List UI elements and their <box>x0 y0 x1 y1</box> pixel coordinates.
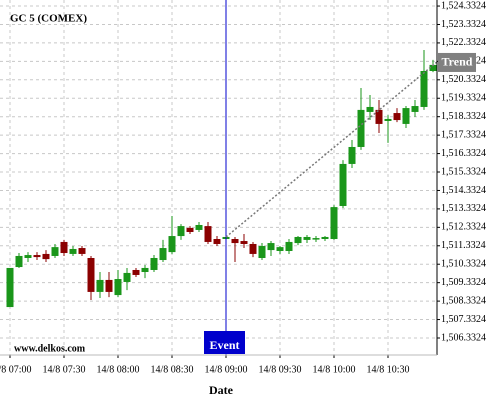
y-tick-label: 1,508.3324 <box>441 295 486 306</box>
candle-body <box>276 247 284 251</box>
y-tick-label: 1,512.3324 <box>441 222 486 233</box>
candle-body <box>186 227 194 232</box>
marks <box>6 0 438 355</box>
candle-body <box>24 255 32 258</box>
candle-body <box>123 272 131 282</box>
candle-body <box>150 257 158 270</box>
y-tick-label: 1,524.3324 <box>441 0 486 11</box>
trend-label: Trend <box>442 55 473 69</box>
candle-body <box>141 267 149 273</box>
candle-body <box>60 241 68 254</box>
candle-body <box>348 146 356 164</box>
event-label: Event <box>210 338 240 352</box>
candle-body <box>96 279 104 292</box>
candle-body <box>258 246 266 258</box>
y-tick-label: 1,513.3324 <box>441 203 486 214</box>
candle-body <box>69 248 77 254</box>
candle-body <box>132 269 140 275</box>
x-axis-title: Date <box>209 383 234 397</box>
x-tick-label: 14/8 08:00 <box>96 364 139 375</box>
x-tick-label: 14/8 09:30 <box>258 364 301 375</box>
y-tick-label: 1,523.3324 <box>441 19 486 30</box>
candle-body <box>204 226 212 242</box>
candle-body <box>78 248 86 254</box>
candle-body <box>240 241 248 244</box>
candle-body <box>357 109 365 147</box>
candle-body <box>393 113 401 121</box>
y-tick-label: 1,514.3324 <box>441 185 486 196</box>
candle-body <box>384 118 392 121</box>
x-tick-label: 14/8 10:00 <box>312 364 355 375</box>
y-tick-label: 1,515.3324 <box>441 166 486 177</box>
candle-body <box>159 248 167 261</box>
candle-body <box>330 207 338 240</box>
candle-body <box>249 243 257 254</box>
x-tick-label: 14/8 08:30 <box>150 364 193 375</box>
y-tick-label: 1,516.3324 <box>441 148 486 159</box>
y-tick-label: 1,507.3324 <box>441 314 486 325</box>
candle-body <box>213 239 221 244</box>
candle-body <box>402 108 410 124</box>
trend-box <box>438 52 476 72</box>
y-tick-label: 1,520.3324 <box>441 74 486 85</box>
candle-body <box>267 243 275 251</box>
x-tick-label: 14/8 10:30 <box>366 364 409 375</box>
overlay: Event Trend <box>204 52 476 354</box>
y-tick-label: 1,510.3324 <box>441 259 486 270</box>
trend-line <box>225 61 438 238</box>
candle-body <box>375 109 383 124</box>
chart-title: GC 5 (COMEX) <box>10 13 87 25</box>
candle-body <box>411 106 419 112</box>
candle-body <box>168 236 176 253</box>
candle-body <box>420 71 428 107</box>
source-label: www.delkos.com <box>14 343 86 354</box>
event-box <box>204 331 245 354</box>
candle-body <box>87 257 95 292</box>
x-tick-label: 14/8 07:30 <box>42 364 85 375</box>
candle-body <box>321 236 329 240</box>
y-tick-label: 1,506.3324 <box>441 332 486 343</box>
y-tick-label: 1,517.3324 <box>441 129 486 140</box>
candle-body <box>51 247 59 256</box>
candle-body <box>303 236 311 240</box>
y-tick-label: 1,509.3324 <box>441 277 486 288</box>
y-tick-label: 1,518.3324 <box>441 111 486 122</box>
candle-body <box>177 226 185 237</box>
candle-body <box>366 106 374 112</box>
x-tick-label: 14/8 09:00 <box>204 364 247 375</box>
candle-body <box>285 241 293 251</box>
candle-body <box>33 255 41 258</box>
candle-body <box>6 267 14 308</box>
candle-body <box>195 224 203 230</box>
candle-body <box>15 255 23 268</box>
candle-body <box>312 238 320 240</box>
candle-body <box>105 279 113 292</box>
candle-body <box>114 279 122 296</box>
candle-body <box>429 64 437 71</box>
y-tick-label: 1,511.3324 <box>441 240 486 251</box>
candle-body <box>339 163 347 206</box>
x-tick-label: 14/8 07:00 <box>0 364 32 375</box>
candle-body <box>231 239 239 244</box>
candle-body <box>42 253 50 260</box>
candle-body <box>294 236 302 244</box>
y-tick-label: 1,522.3324 <box>441 37 486 48</box>
y-tick-label: 1,519.3324 <box>441 93 486 104</box>
